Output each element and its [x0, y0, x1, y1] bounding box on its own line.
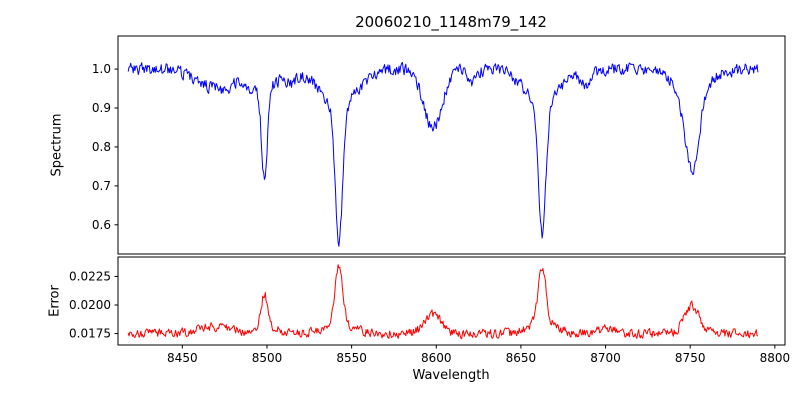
- xtick-label: 8450: [167, 351, 198, 365]
- spectrum-ytick-label: 0.8: [92, 140, 111, 154]
- spectrum-axes-frame: [117, 35, 786, 255]
- xtick-label: 8500: [252, 351, 283, 365]
- xtick-label: 8750: [675, 351, 706, 365]
- spectrum-ytick-label: 1.0: [92, 62, 111, 76]
- xtick-label: 8600: [421, 351, 452, 365]
- plot-title: 20060210_1148m79_142: [355, 13, 547, 31]
- xtick-label: 8700: [590, 351, 621, 365]
- spectrum-ytick-label: 0.6: [92, 218, 111, 232]
- spectrum-ytick-label: 0.9: [92, 101, 111, 115]
- xtick-label: 8800: [760, 351, 791, 365]
- error-ytick-label: 0.0200: [69, 298, 111, 312]
- xtick-label: 8550: [336, 351, 367, 365]
- error-ytick-label: 0.0225: [69, 269, 111, 283]
- xtick-label: 8650: [506, 351, 537, 365]
- error-line: [127, 264, 759, 340]
- x-axis-label: Wavelength: [412, 368, 490, 383]
- spectrum-line: [127, 61, 759, 247]
- error-axes-frame: [117, 256, 786, 346]
- spectrum-ytick-label: 0.7: [92, 179, 111, 193]
- error-ytick-label: 0.0175: [69, 327, 111, 341]
